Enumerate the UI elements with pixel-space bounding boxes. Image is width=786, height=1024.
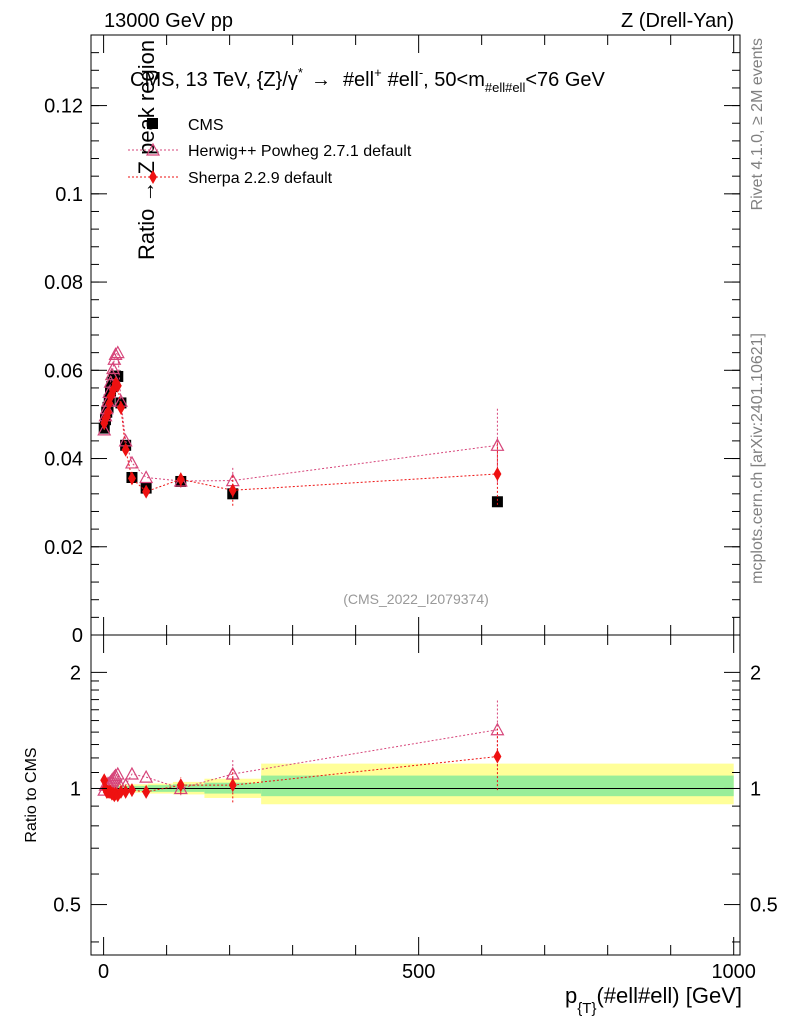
upper-sherpa-point — [116, 400, 125, 415]
upper-y-tick-label: 0.04 — [44, 449, 83, 471]
x-tick-label: 500 — [402, 961, 435, 983]
upper-y-tick-label: 0 — [72, 625, 83, 647]
legend: CMS Herwig++ Powheg 2.7.1 default Sherpa… — [128, 117, 412, 187]
upper-y-tick-label: 0.1 — [55, 184, 83, 206]
upper-herwig-point — [124, 455, 139, 469]
upper-cms-point — [491, 496, 503, 508]
upper-herwig-line — [103, 351, 498, 482]
upper-sherpa-point — [176, 472, 185, 487]
upper-cms-point — [112, 370, 124, 382]
upper-herwig-point — [107, 352, 122, 365]
mcplots-credit: mcplots.cern.ch [arXiv:2401.10621] — [749, 333, 766, 584]
lower-herwig-point — [490, 722, 505, 736]
upper-sherpa-point — [113, 378, 122, 393]
lower-y-tick-label-right: 0.5 — [750, 895, 778, 917]
plot-title: CMS, 13 TeV, {Z}/γ* → #ell+ #ell-, 50<m#ell… — [130, 65, 606, 95]
upper-y-tick-label: 0.12 — [44, 96, 83, 118]
lower-herwig-point — [124, 766, 139, 780]
upper-herwig-point — [104, 367, 119, 381]
upper-sherpa-point — [228, 483, 237, 498]
legend-marker-herwig — [145, 142, 161, 156]
upper-herwig-point — [490, 438, 505, 451]
upper-sherpa-point — [142, 484, 151, 499]
legend-marker-sherpa — [149, 170, 157, 184]
upper-herwig-point — [110, 345, 125, 359]
lower-sherpa-point — [176, 778, 185, 793]
upper-sherpa-point — [127, 471, 136, 486]
lower-y-tick-label: 2 — [70, 662, 81, 684]
lower-y-tick-label: 0.5 — [53, 895, 81, 917]
lower-y-tick-label: 1 — [70, 778, 81, 800]
upper-herwig-point — [97, 422, 112, 436]
lower-sherpa-point — [127, 783, 136, 798]
header-process: Z (Drell-Yan) — [621, 10, 734, 32]
upper-panel: 0 0.02 0.04 0.06 0.08 0.1 0.12 Ratio → Z peak … — [44, 34, 741, 647]
lower-y-tick-label-right: 1 — [750, 778, 761, 800]
legend-label-herwig: Herwig++ Powheg 2.7.1 default — [188, 143, 412, 160]
header-collision: 13000 GeV pp — [104, 10, 233, 32]
lower-sherpa-point — [228, 778, 237, 793]
lower-sherpa-point — [142, 784, 151, 799]
upper-y-tick-label: 0.08 — [44, 272, 83, 294]
legend-label-cms: CMS — [188, 117, 224, 134]
lower-panel: 0.5 0.5 1 1 2 2 0 500 1000 Ratio to CMS p{T}(#el… — [23, 634, 778, 1017]
lower-sherpa-point — [116, 784, 125, 799]
upper-sherpa-point — [121, 442, 130, 457]
upper-herwig-point — [108, 347, 123, 361]
lower-y-tick-label-right: 2 — [750, 662, 761, 684]
upper-sherpa-point — [493, 466, 502, 481]
lower-herwig-point — [110, 766, 125, 780]
legend-marker-cms — [147, 118, 158, 129]
lower-herwig-point — [139, 769, 154, 783]
lower-frame — [90, 634, 741, 956]
lower-y-axis-label: Ratio to CMS — [23, 747, 40, 842]
upper-y-tick-label: 0.06 — [44, 360, 83, 382]
analysis-watermark: (CMS_2022_I2079374) — [343, 591, 489, 607]
x-tick-label: 1000 — [711, 961, 756, 983]
x-axis-label: p{T}(#ell#ell) [GeV] — [565, 983, 742, 1017]
upper-sherpa-line — [103, 382, 498, 493]
lower-herwig-point — [108, 768, 123, 782]
upper-herwig-point — [139, 470, 154, 484]
lower-sherpa-point — [493, 749, 502, 764]
upper-y-tick-label: 0.02 — [44, 537, 83, 559]
lower-sherpa-point — [121, 784, 130, 799]
rivet-version: Rivet 4.1.0, ≥ 2M events — [749, 38, 766, 210]
upper-y-axis-label: Ratio → Z peak region — [134, 40, 159, 260]
upper-herwig-point — [106, 361, 121, 375]
legend-label-sherpa: Sherpa 2.2.9 default — [188, 170, 333, 187]
x-tick-label: 0 — [98, 961, 109, 983]
